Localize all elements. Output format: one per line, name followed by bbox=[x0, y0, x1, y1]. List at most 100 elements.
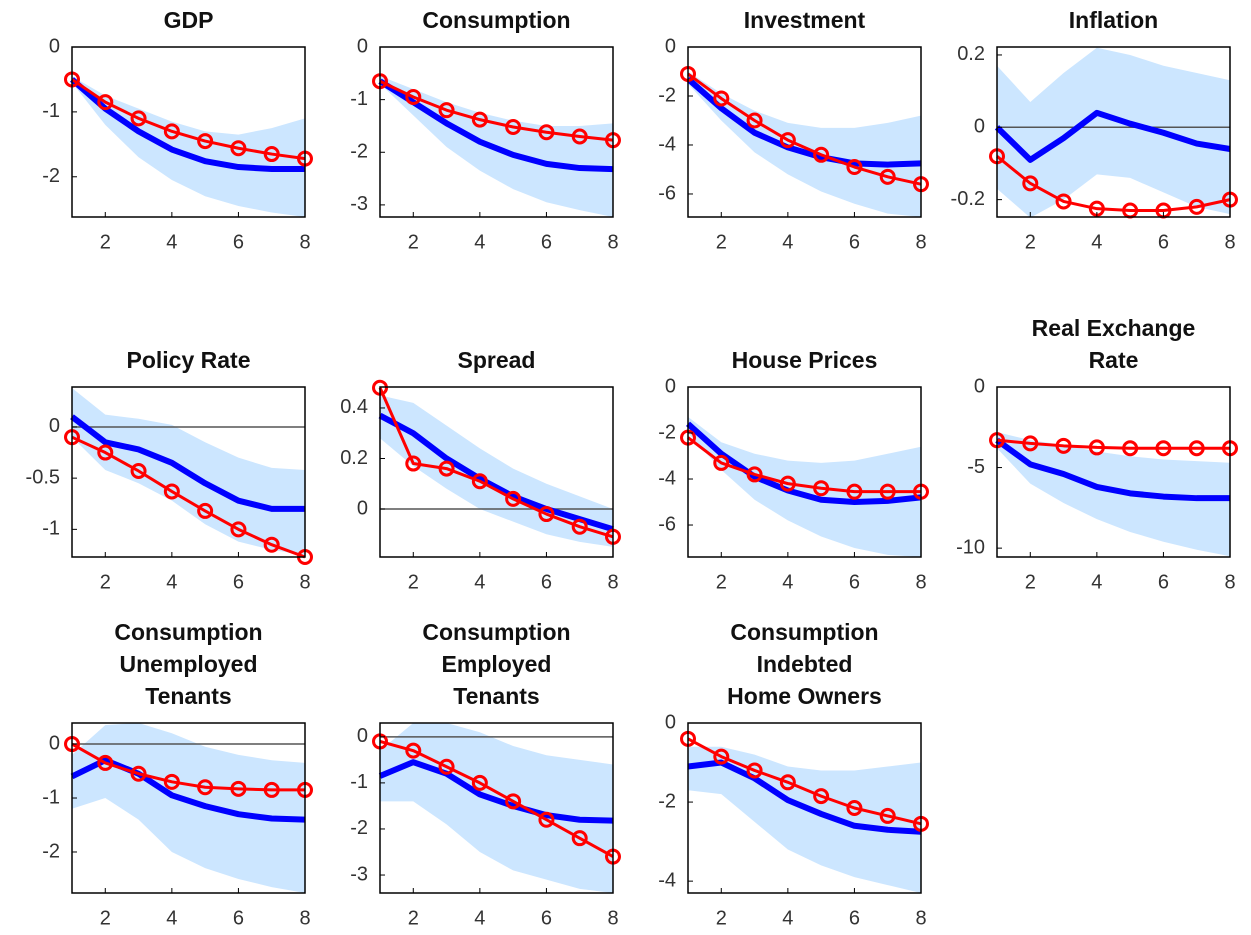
marker bbox=[713, 90, 730, 107]
chart-title: Real Exchange bbox=[1032, 315, 1196, 341]
marker bbox=[230, 140, 247, 157]
confidence-band bbox=[72, 76, 305, 217]
marker bbox=[779, 475, 796, 492]
chart-title: House Prices bbox=[732, 347, 878, 373]
chart-title: Consumption bbox=[422, 7, 570, 33]
axes-box bbox=[71, 386, 306, 558]
marker bbox=[197, 779, 214, 796]
marker bbox=[779, 774, 796, 791]
y-tick-label: -4 bbox=[658, 869, 676, 891]
axes-box bbox=[379, 386, 614, 558]
y-tick-label: 0 bbox=[357, 35, 368, 57]
x-tick-label: 8 bbox=[607, 231, 618, 253]
marker bbox=[538, 811, 555, 828]
marker bbox=[471, 774, 488, 791]
subplot: Spread 0 0.2 0.4 2 4 6 8 bbox=[340, 347, 621, 593]
x-tick-label: 4 bbox=[782, 231, 793, 253]
marker bbox=[1122, 440, 1139, 457]
y-tick-label: -3 bbox=[350, 863, 368, 885]
subplot: Consumption Indebted Home Owners -4 -2 0 2 4 6 8 bbox=[658, 619, 929, 929]
chart-title: Indebted bbox=[757, 651, 853, 677]
x-tick-label: 6 bbox=[849, 571, 860, 593]
marker bbox=[405, 89, 422, 105]
series-line bbox=[378, 78, 614, 173]
chart-title: Policy Rate bbox=[127, 347, 251, 373]
y-tick-label: 0.2 bbox=[340, 447, 368, 469]
series-line bbox=[70, 414, 305, 512]
plot-area bbox=[688, 746, 921, 893]
x-tick-label: 6 bbox=[849, 907, 860, 929]
y-tick-label: -1 bbox=[42, 786, 60, 808]
marker bbox=[471, 473, 488, 490]
y-tick-label: -6 bbox=[658, 182, 676, 204]
x-tick-label: 4 bbox=[474, 571, 485, 593]
y-tick-label: -2 bbox=[658, 84, 676, 106]
marker bbox=[163, 773, 180, 790]
confidence-band bbox=[997, 432, 1230, 557]
x-tick-label: 6 bbox=[233, 907, 244, 929]
y-tick-label: -5 bbox=[967, 456, 985, 478]
marker bbox=[263, 146, 280, 163]
y-tick-label: 0 bbox=[974, 375, 985, 397]
marker bbox=[405, 742, 422, 759]
x-tick-label: 2 bbox=[716, 571, 727, 593]
axes-box bbox=[71, 46, 306, 218]
subplot: Consumption Employed Tenants -3 -2 -1 0 2 4 6 8 bbox=[350, 619, 621, 929]
plot-area bbox=[380, 723, 613, 893]
y-tick-label: -2 bbox=[42, 165, 60, 187]
confidence-band bbox=[72, 723, 305, 893]
axes-box bbox=[996, 46, 1231, 218]
subplot: Policy Rate -1 -0.5 0 2 4 6 8 bbox=[26, 347, 313, 593]
y-tick-label: -2 bbox=[350, 141, 368, 163]
x-tick-label: 2 bbox=[100, 907, 111, 929]
subplot: Real Exchange Rate -10 -5 0 2 4 6 8 bbox=[956, 315, 1238, 593]
x-tick-label: 2 bbox=[408, 571, 419, 593]
marker bbox=[1188, 440, 1205, 457]
marker bbox=[779, 132, 796, 149]
plot-area bbox=[997, 432, 1230, 557]
x-tick-label: 2 bbox=[1025, 571, 1036, 593]
chart-title: Investment bbox=[744, 7, 866, 33]
marker bbox=[438, 758, 455, 775]
x-tick-label: 4 bbox=[166, 571, 177, 593]
subplot: Consumption -3 -2 -1 0 2 4 6 8 bbox=[350, 7, 621, 253]
x-tick-label: 2 bbox=[100, 231, 111, 253]
marker bbox=[505, 490, 522, 507]
marker bbox=[1055, 193, 1072, 210]
chart-title: GDP bbox=[164, 7, 214, 33]
x-tick-label: 4 bbox=[1091, 571, 1102, 593]
marker bbox=[713, 748, 730, 765]
y-tick-label: 0 bbox=[49, 35, 60, 57]
x-tick-label: 8 bbox=[915, 231, 926, 253]
axes-box bbox=[687, 46, 922, 218]
marker bbox=[571, 128, 588, 145]
chart-title: Spread bbox=[458, 347, 536, 373]
marker bbox=[97, 754, 114, 771]
x-tick-label: 6 bbox=[1158, 571, 1169, 593]
marker bbox=[97, 444, 114, 461]
x-tick-label: 2 bbox=[408, 907, 419, 929]
y-tick-label: -1 bbox=[42, 100, 60, 122]
series-line bbox=[686, 76, 922, 168]
x-tick-label: 6 bbox=[541, 231, 552, 253]
x-tick-label: 4 bbox=[1091, 231, 1102, 253]
chart-title: Consumption bbox=[114, 619, 262, 645]
marker bbox=[505, 119, 522, 135]
marker bbox=[746, 112, 763, 129]
marker bbox=[571, 830, 588, 847]
marker bbox=[1155, 440, 1172, 457]
y-tick-label: 0 bbox=[49, 732, 60, 754]
marker bbox=[746, 762, 763, 779]
y-tick-label: 0 bbox=[974, 116, 985, 138]
marker bbox=[746, 466, 763, 483]
marker bbox=[846, 483, 863, 500]
chart-title: Consumption bbox=[730, 619, 878, 645]
marker bbox=[471, 111, 488, 128]
confidence-band bbox=[688, 71, 921, 217]
y-tick-label: 0 bbox=[357, 497, 368, 519]
x-tick-label: 2 bbox=[408, 231, 419, 253]
marker bbox=[505, 793, 522, 810]
subplot: Investment -6 -4 -2 0 2 4 6 8 bbox=[658, 7, 929, 253]
marker bbox=[130, 462, 147, 479]
marker bbox=[879, 168, 896, 185]
